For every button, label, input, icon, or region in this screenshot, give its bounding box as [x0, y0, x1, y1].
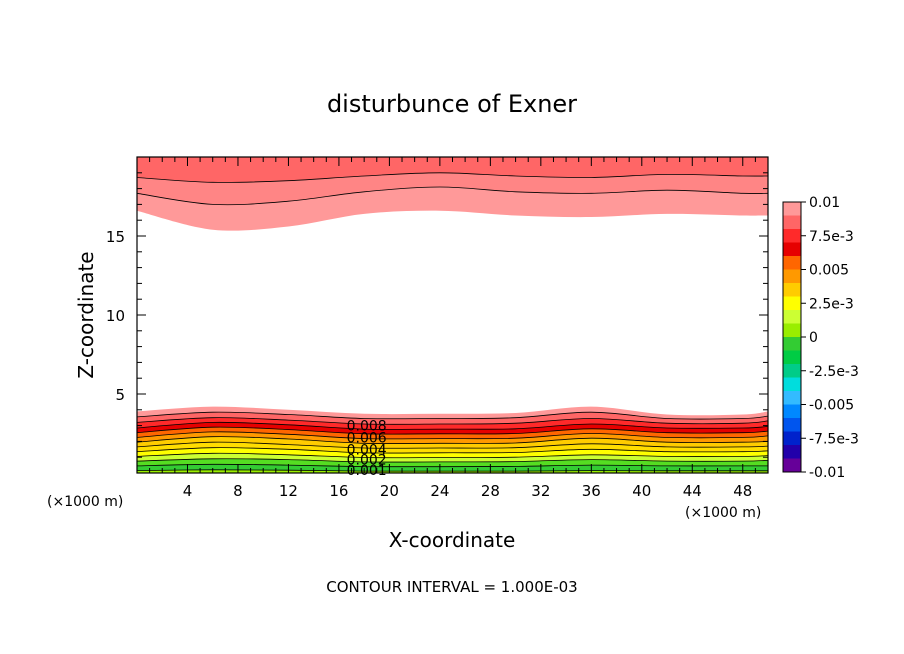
- colorbar-swatch: [783, 323, 801, 338]
- contour-label: 0.002: [347, 453, 387, 469]
- contour-label: 0.006: [347, 430, 387, 446]
- colorbar-tick-label: 0.01: [809, 195, 840, 211]
- colorbar-tick-label: 0: [809, 330, 818, 346]
- x-tick-label: 8: [233, 482, 243, 500]
- x-tick-label: 48: [733, 482, 752, 500]
- colorbar-tick-label: 2.5e-3: [809, 296, 854, 312]
- bottom-contour-line-0: [136, 469, 768, 472]
- x-tick-label: 40: [632, 482, 651, 500]
- y-axis-label: Z-coordinate: [74, 251, 98, 378]
- y-tick-label: 15: [106, 228, 125, 246]
- contour-label: 0.001: [347, 463, 387, 479]
- x-unit-right: (×1000 m): [685, 505, 761, 521]
- contour-interval-note: CONTOUR INTERVAL = 1.000E-03: [326, 578, 577, 596]
- colorbar-swatch: [783, 458, 801, 473]
- contour-lines: [136, 172, 769, 472]
- colorbar-swatch: [783, 256, 801, 270]
- bottom-contour-line-11: [136, 411, 769, 420]
- colorbar: 0.01 7.5e-3 0.005 2.5e-3 0 -2.5e-3 -0.005 -7.5e…: [782, 195, 859, 481]
- bottom-contour-line-8: [136, 426, 769, 435]
- bottom-contour-line-5: [136, 441, 769, 449]
- top-contour-line-0: [136, 186, 769, 206]
- contour-label: 0.008: [347, 419, 387, 435]
- bottom-contour-line-6: [136, 436, 769, 445]
- x-tick-label: 28: [481, 482, 500, 500]
- colorbar-tick-label: -0.005: [809, 398, 854, 414]
- x-tick-label: 12: [279, 482, 298, 500]
- bottom-contour-line-4: [136, 447, 769, 454]
- colorbar-swatch: [783, 202, 801, 216]
- x-axis-label: X-coordinate: [389, 528, 516, 552]
- colorbar-swatch: [783, 215, 801, 230]
- colorbar-swatch: [783, 445, 801, 459]
- bottom-contour-line-7: [136, 431, 769, 440]
- colorbar-tick-label: -0.01: [809, 465, 845, 481]
- colorbar-swatch: [783, 296, 801, 311]
- y-tick-label: 5: [115, 386, 125, 404]
- y-tick-label: 10: [106, 307, 125, 325]
- x-tick-label: 36: [582, 482, 601, 500]
- bottom-contour-line-10: [136, 417, 769, 425]
- colorbar-swatch: [783, 242, 801, 257]
- x-tick-label: 44: [683, 482, 702, 500]
- colorbar-swatch: [783, 229, 801, 243]
- colorbar-tick-label: -2.5e-3: [809, 364, 859, 380]
- x-tick-label: 20: [380, 482, 399, 500]
- colorbar-swatch: [783, 310, 801, 324]
- colorbar-tick-label: -7.5e-3: [809, 431, 859, 447]
- colorbar-tick-label: 7.5e-3: [809, 229, 854, 245]
- x-tick-label: 16: [329, 482, 348, 500]
- chart-title: disturbunce of Exner: [327, 90, 577, 118]
- bottom-contour-line-9: [136, 421, 769, 430]
- colorbar-swatch: [783, 364, 801, 378]
- bottom-contour-line-2: [136, 458, 769, 463]
- x-unit-left: (×1000 m): [47, 494, 123, 510]
- colorbar-swatch: [783, 391, 801, 405]
- colorbar-swatch: [783, 404, 801, 419]
- x-tick-label: 24: [430, 482, 449, 500]
- colorbar-swatch: [783, 269, 801, 284]
- colorbar-swatch: [783, 350, 801, 365]
- colorbar-swatch: [783, 431, 801, 446]
- bottom-contour-line-1: [136, 463, 768, 468]
- bottom-contour-line-3: [136, 452, 769, 459]
- x-tick-label: 4: [183, 482, 193, 500]
- colorbar-swatch: [783, 418, 801, 432]
- contour-label: 0.004: [347, 442, 387, 458]
- colorbar-tick-label: 0.005: [809, 263, 849, 279]
- top-contour-line-1: [136, 172, 769, 183]
- colorbar-swatch: [783, 283, 801, 297]
- colorbar-swatch: [783, 377, 801, 392]
- top-band-fill-2: [137, 157, 768, 183]
- x-tick-label: 32: [531, 482, 550, 500]
- colorbar-swatch: [783, 337, 801, 351]
